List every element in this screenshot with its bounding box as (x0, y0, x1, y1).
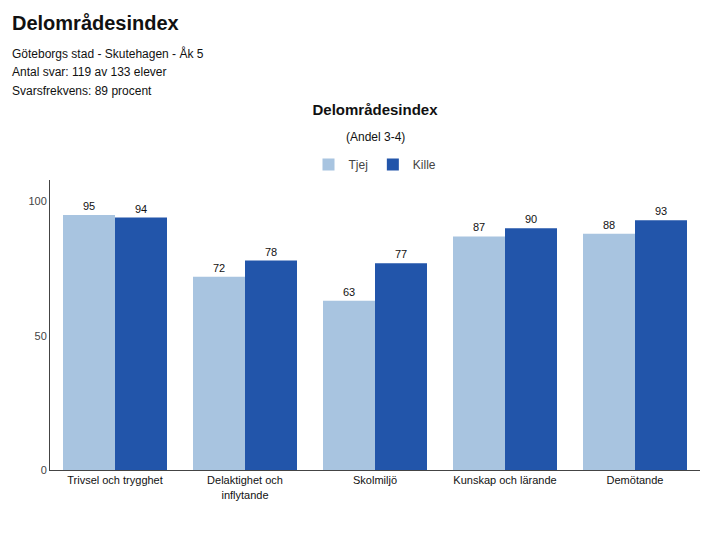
svg-text:94: 94 (135, 203, 147, 215)
svg-text:72: 72 (213, 262, 225, 274)
svg-text:63: 63 (343, 286, 355, 298)
svg-text:Skolmiljö: Skolmiljö (353, 474, 397, 486)
svg-text:87: 87 (473, 221, 485, 233)
svg-text:Delområdesindex: Delområdesindex (12, 12, 179, 34)
svg-text:0: 0 (41, 464, 47, 476)
svg-text:Trivsel och trygghet: Trivsel och trygghet (67, 474, 163, 486)
svg-text:Tjej: Tjej (349, 158, 368, 172)
svg-text:90: 90 (525, 213, 537, 225)
svg-text:Kille: Kille (413, 158, 436, 172)
svg-text:Demötande: Demötande (607, 474, 664, 486)
svg-text:88: 88 (603, 219, 615, 231)
svg-text:77: 77 (395, 248, 407, 260)
svg-text:50: 50 (35, 330, 47, 342)
svg-text:93: 93 (655, 205, 667, 217)
svg-text:(Andel 3-4): (Andel 3-4) (346, 130, 405, 144)
svg-text:Antal svar: 119 av 133 elever: Antal svar: 119 av 133 elever (12, 65, 167, 79)
svg-text:78: 78 (265, 246, 277, 258)
svg-text:100: 100 (28, 195, 46, 207)
svg-text:Göteborgs stad - Skutehagen -: Göteborgs stad - Skutehagen - Åk 5 (12, 46, 204, 61)
svg-text:Delområdesindex: Delområdesindex (312, 101, 438, 118)
svg-text:Kunskap och lärande: Kunskap och lärande (453, 474, 556, 486)
svg-text:Delaktighet ochinflytande: Delaktighet ochinflytande (207, 474, 283, 500)
svg-text:Svarsfrekvens: 89 procent: Svarsfrekvens: 89 procent (12, 84, 152, 98)
svg-text:95: 95 (83, 200, 95, 212)
